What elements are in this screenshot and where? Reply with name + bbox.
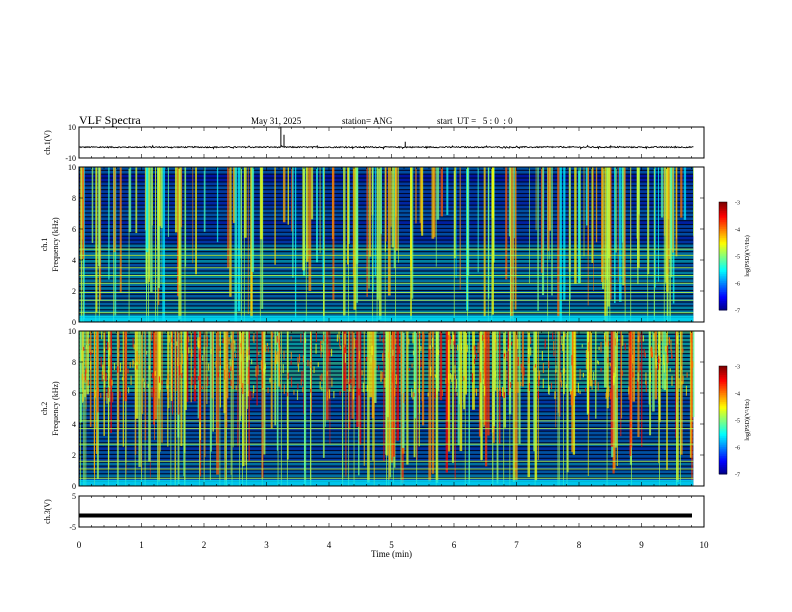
- ch2-colorbar-tick-2: -5: [735, 419, 740, 425]
- start-ut-label: start UT = 5 : 0 : 0: [437, 116, 513, 126]
- time-axis: 0 1 2 3 4 5 6 7 8 9 10 Time (min): [77, 540, 709, 559]
- ch2-spec-ylabel2: Frequency (kHz): [51, 381, 60, 436]
- ch2-spectrogram-panel: 0 2 4 6 8 10 ch.2 Frequency (kHz): [40, 327, 705, 491]
- ch2-spec-ytick-3: 6: [72, 389, 76, 398]
- ch1-spec-ylabel2: Frequency (kHz): [51, 217, 60, 272]
- ch2-colorbar-bar: [718, 365, 728, 475]
- ch2-colorbar-tick-3: -6: [735, 446, 740, 452]
- x-axis-label: Time (min): [371, 549, 412, 559]
- x-tick-0: 0: [77, 540, 82, 550]
- x-tick-9: 9: [639, 540, 644, 550]
- ch1-colorbar-tick-4: -7: [735, 309, 740, 315]
- ch1-spec-ytick-4: 8: [72, 194, 76, 203]
- ch1-wave-ytick-0: 10: [68, 123, 76, 132]
- ch1-spec-ytick-3: 6: [72, 225, 76, 234]
- ch1-colorbar-tick-3: -6: [735, 282, 740, 288]
- ch1-colorbar: -3 -4 -5 -6 -7 log(PSD)(V²/Hz): [718, 201, 751, 315]
- ch1-colorbar-bar: [718, 201, 728, 311]
- ch3-waveform-panel: 5 -5 ch.3(V): [43, 492, 705, 532]
- ch2-colorbar-tick-1: -4: [735, 392, 740, 398]
- ch2-spec-ytick-4: 8: [72, 358, 76, 367]
- ch2-spec-ytick-2: 4: [72, 420, 76, 429]
- ch1-colorbar-tick-0: -3: [735, 201, 740, 207]
- ch1-spec-ytick-0: 0: [72, 318, 76, 327]
- ch2-spec-ytick-1: 2: [72, 451, 76, 460]
- ch3-waveform-frame: [78, 495, 705, 528]
- ch1-spec-cells: [79, 167, 694, 322]
- ch3-wave-ytick-1: -5: [69, 523, 76, 532]
- ch1-spec-ytick-2: 4: [72, 256, 76, 265]
- x-tick-4: 4: [327, 540, 332, 550]
- x-tick-3: 3: [264, 540, 269, 550]
- ch1-colorbar-label: log(PSD)(V²/Hz): [744, 235, 751, 276]
- x-tick-10: 10: [700, 540, 710, 550]
- x-tick-6: 6: [452, 540, 457, 550]
- ch1-spec-ylabel: ch.1: [40, 238, 49, 252]
- ch1-waveform-ylabel: ch.1(V): [43, 130, 52, 155]
- ch2-spec-ytick-0: 0: [72, 482, 76, 491]
- ch2-spec-cells: [79, 331, 695, 486]
- ch1-waveform-panel: 10 -10 ch.1(V): [43, 123, 705, 163]
- date-label: May 31, 2025: [251, 116, 302, 126]
- ch3-wave-ytick-0: 5: [72, 492, 76, 501]
- ch2-colorbar-label: log(PSD)(V²/Hz): [744, 399, 751, 440]
- ch1-waveform-frame: [78, 126, 705, 159]
- ch2-spec-ylabel: ch.2: [40, 402, 49, 416]
- ch2-colorbar-tick-4: -7: [735, 473, 740, 479]
- ch1-colorbar-tick-2: -5: [735, 255, 740, 261]
- ch2-colorbar-tick-0: -3: [735, 365, 740, 371]
- ch1-colorbar-tick-1: -4: [735, 228, 740, 234]
- x-tick-8: 8: [577, 540, 582, 550]
- ch1-spec-ytick-1: 2: [72, 287, 76, 296]
- ch2-spec-ytick-5: 10: [68, 327, 76, 336]
- x-tick-5: 5: [389, 540, 394, 550]
- x-tick-7: 7: [514, 540, 519, 550]
- ch1-wave-ytick-1: -10: [65, 154, 76, 163]
- x-tick-1: 1: [139, 540, 144, 550]
- station-label: station= ANG: [342, 116, 393, 126]
- ch3-waveform-ylabel: ch.3(V): [43, 499, 52, 524]
- chart-title: VLF Spectra: [79, 113, 141, 127]
- ch2-colorbar: -3 -4 -5 -6 -7 log(PSD)(V²/Hz): [718, 365, 751, 479]
- ch1-spec-ytick-5: 10: [68, 163, 76, 172]
- x-tick-2: 2: [202, 540, 207, 550]
- ch1-spectrogram-panel: 0 2 4 6 8 10 ch.1 Frequency (kHz): [40, 163, 705, 327]
- ch1-waveform-line: [79, 144, 694, 150]
